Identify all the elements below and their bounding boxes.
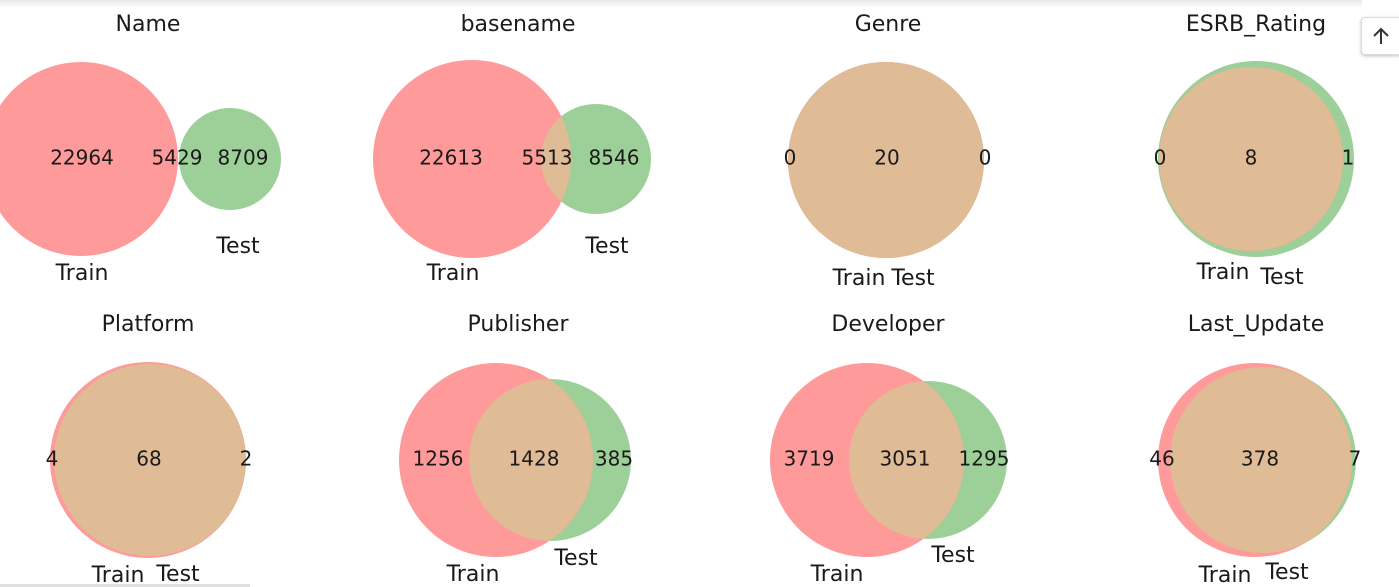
venn-title: Platform	[102, 312, 195, 337]
count-only-test: 8709	[218, 146, 269, 170]
venn-title: ESRB_Rating	[1186, 12, 1326, 37]
set-label-test: Test	[553, 546, 598, 571]
set-label-test: Test	[930, 543, 975, 568]
count-only-train: 0	[784, 146, 797, 170]
set-label-test: Test	[584, 234, 629, 259]
count-only-train: 46	[1149, 447, 1174, 471]
set-label-train: Train	[1198, 563, 1252, 587]
count-only-test: 2	[240, 447, 253, 471]
venn-panel-name: Name 22964 5429 8709 Train Test	[0, 12, 281, 286]
count-only-train: 0	[1154, 146, 1167, 170]
venn-overlap	[1159, 67, 1343, 251]
count-only-test: 0	[979, 146, 992, 170]
venn-circle-train	[373, 60, 571, 258]
count-only-train: 22964	[50, 146, 114, 170]
set-label-train: Train	[446, 562, 500, 587]
venn-title: Name	[116, 12, 181, 37]
venn-title: Publisher	[468, 312, 570, 337]
venn-panel-basename: basename 22613 5513 8546 Train Test	[373, 12, 651, 286]
set-label-train: Train	[832, 266, 886, 291]
count-both: 5429	[152, 146, 203, 170]
venn-circle-train	[0, 62, 178, 256]
top-shadow-bar	[0, 0, 1362, 8]
set-label-test: Test	[155, 562, 200, 587]
count-only-test: 385	[595, 447, 633, 471]
venn-title: Genre	[855, 12, 922, 37]
count-both: 3051	[880, 447, 931, 471]
set-label-train: Train	[426, 261, 480, 286]
set-label-train: Train	[1196, 260, 1250, 285]
set-label-test: Test	[1264, 560, 1309, 585]
venn-circle-test	[541, 104, 651, 214]
set-label-test: Test	[890, 266, 935, 291]
count-only-train: 22613	[419, 146, 483, 170]
count-only-test: 1	[1342, 146, 1355, 170]
set-label-test: Test	[1259, 265, 1304, 290]
venn-panel-publisher: Publisher 1256 1428 385 Train Test	[399, 312, 633, 587]
count-both: 378	[1241, 447, 1279, 471]
venn-panel-last_update: Last_Update 46 378 7 Train Test	[1149, 312, 1361, 587]
horizontal-scrollbar[interactable]	[0, 584, 250, 587]
count-only-train: 3719	[784, 447, 835, 471]
count-only-test: 8546	[589, 146, 640, 170]
venn-panel-genre: Genre 0 20 0 Train Test	[784, 12, 992, 291]
arrow-up-icon	[1373, 27, 1389, 44]
count-only-test: 1295	[959, 447, 1010, 471]
count-only-test: 7	[1349, 447, 1362, 471]
venn-overlap	[788, 62, 984, 258]
count-both: 8	[1245, 146, 1258, 170]
count-both: 20	[874, 146, 899, 170]
count-only-train: 1256	[413, 447, 464, 471]
venn-overlap	[54, 364, 246, 556]
venn-panel-esrb_rating: ESRB_Rating 0 8 1 Train Test	[1154, 12, 1355, 290]
set-label-test: Test	[215, 234, 260, 259]
venn-overlap	[1170, 367, 1352, 553]
count-both: 5513	[522, 146, 573, 170]
venn-panel-developer: Developer 3719 3051 1295 Train Test	[770, 312, 1009, 587]
count-both: 1428	[509, 447, 560, 471]
venn-circle-test	[179, 108, 281, 210]
count-both: 68	[136, 447, 161, 471]
venn-panel-platform: Platform 4 68 2 Train Test	[46, 312, 253, 587]
scroll-to-top-button[interactable]	[1361, 17, 1399, 55]
set-label-train: Train	[55, 261, 109, 286]
venn-overlap	[849, 381, 964, 539]
venn-title: Developer	[831, 312, 945, 337]
set-label-train: Train	[91, 563, 145, 587]
set-label-train: Train	[810, 562, 864, 587]
count-only-train: 4	[46, 447, 59, 471]
venn-title: basename	[461, 12, 576, 37]
venn-title: Last_Update	[1188, 312, 1325, 337]
